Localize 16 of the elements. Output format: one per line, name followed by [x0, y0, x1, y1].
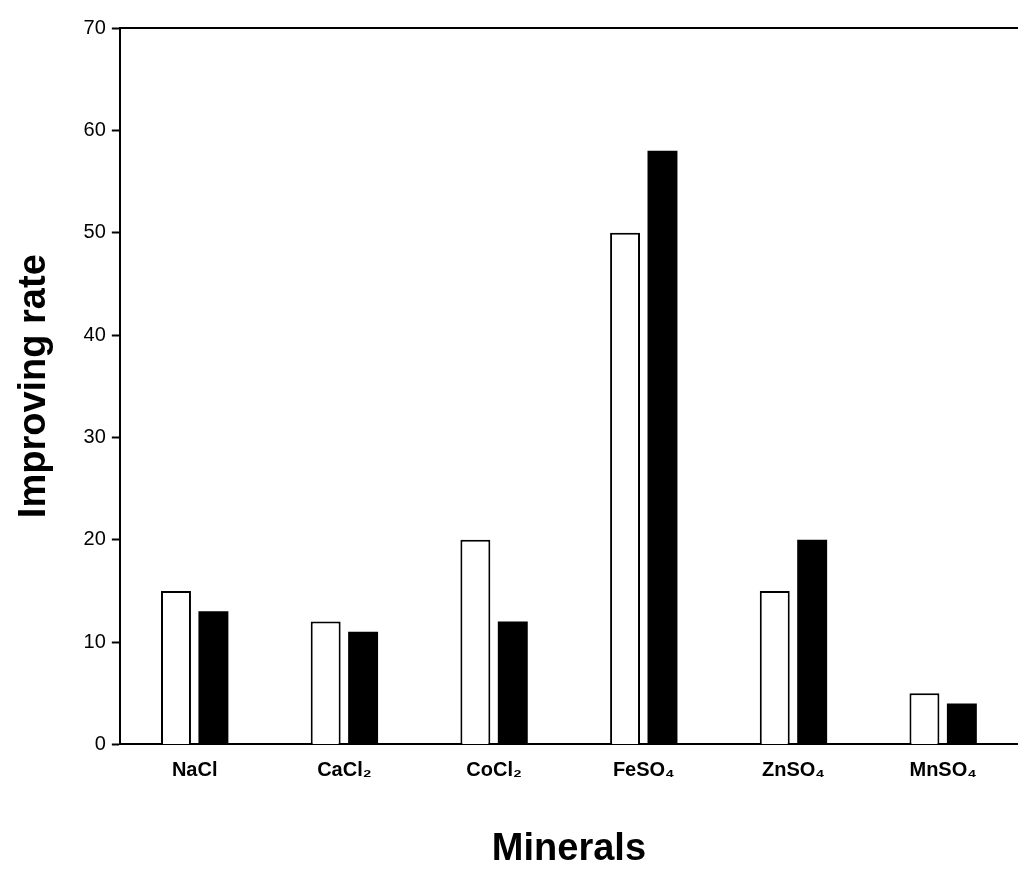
y-tick-label: 70	[83, 15, 106, 38]
x-axis-title: Minerals	[491, 825, 647, 868]
x-tick-label: CoCl₂	[466, 757, 522, 780]
y-tick-label: 30	[83, 424, 106, 447]
x-tick-label: FeSO₄	[612, 757, 675, 780]
y-tick-label: 60	[83, 117, 106, 140]
y-tick-label: 50	[83, 220, 106, 243]
x-tick-label: CaCl₂	[317, 757, 372, 780]
y-tick-label: 10	[83, 629, 106, 652]
x-tick-label: ZnSO₄	[762, 757, 825, 780]
y-tick-label: 20	[83, 527, 106, 550]
y-axis-title: Improving rate	[11, 254, 54, 519]
x-tick-label: NaCl	[171, 757, 218, 780]
x-tick-label: MnSO₄	[909, 757, 977, 780]
y-tick-label: 0	[94, 731, 106, 754]
y-tick-label: 40	[83, 322, 106, 345]
